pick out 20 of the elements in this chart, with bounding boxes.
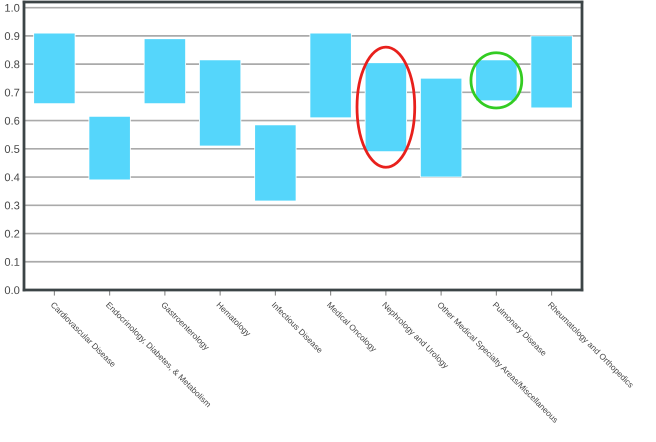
- bar: [144, 38, 186, 104]
- y-tick-label: 0.7: [4, 88, 20, 96]
- bar: [198, 59, 242, 146]
- bar: [254, 124, 297, 202]
- y-tick-label: 0.9: [4, 32, 20, 40]
- bar: [420, 78, 462, 178]
- y-tick-label: 0.0: [4, 286, 20, 294]
- bar: [530, 35, 573, 108]
- bar: [33, 32, 76, 104]
- y-tick-label: 0.8: [4, 60, 20, 68]
- bar: [309, 32, 352, 118]
- y-tick-label: 0.3: [4, 202, 20, 210]
- bar: [88, 116, 131, 180]
- y-tick-label: 1.0: [5, 4, 20, 12]
- y-tick-label: 0.2: [4, 230, 20, 238]
- y-tick-label: 0.4: [4, 173, 20, 182]
- y-tick-label: 0.1: [4, 258, 20, 266]
- y-tick-label: 0.6: [4, 116, 20, 125]
- y-tick-label: 0.5: [4, 145, 20, 153]
- bar: [364, 62, 408, 152]
